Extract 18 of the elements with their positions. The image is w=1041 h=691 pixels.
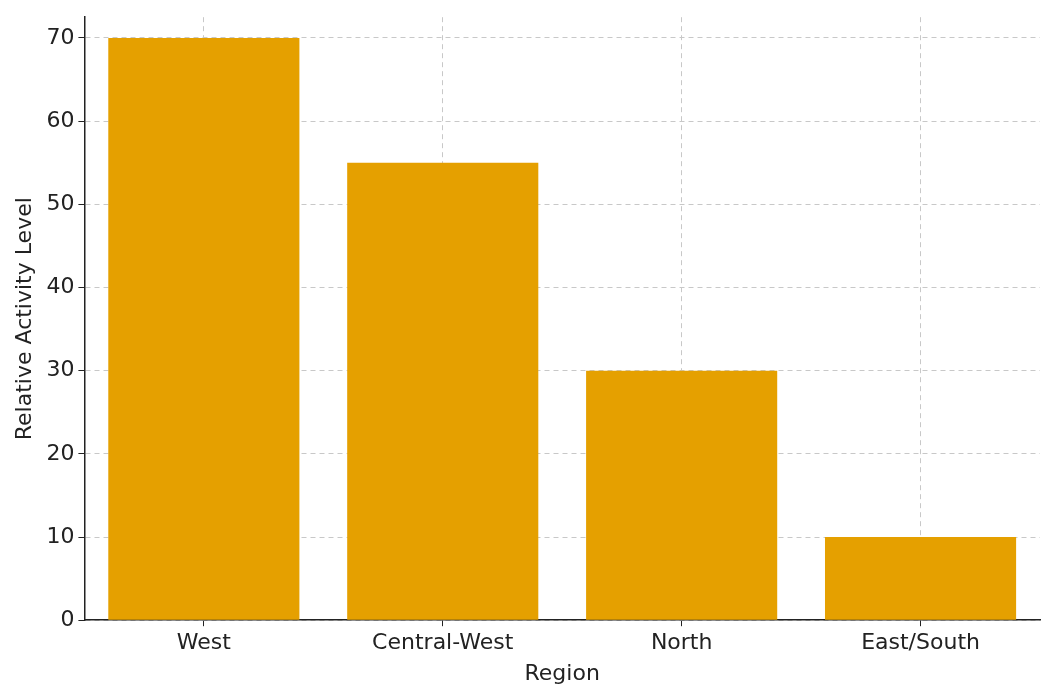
y-tick-label: 50: [46, 190, 75, 216]
y-tick-label: 20: [46, 439, 75, 465]
bar: [586, 370, 778, 620]
x-tick-label: East/South: [861, 629, 980, 655]
y-tick-label: 60: [46, 106, 75, 132]
x-tick-label: Central-West: [372, 629, 514, 655]
bar: [347, 162, 539, 620]
y-tick-label: 30: [46, 356, 75, 382]
y-tick-label: 0: [60, 605, 75, 631]
bar: [108, 37, 300, 620]
y-tick-label: 40: [46, 273, 75, 299]
bar: [824, 537, 1017, 620]
y-tick-label: 70: [46, 23, 75, 49]
x-tick-label: North: [650, 629, 713, 655]
x-tick-label: West: [176, 629, 232, 655]
y-tick-label: 10: [46, 522, 75, 548]
x-axis-title: Region: [524, 659, 600, 685]
y-axis-title: Relative Activity Level: [10, 197, 36, 441]
